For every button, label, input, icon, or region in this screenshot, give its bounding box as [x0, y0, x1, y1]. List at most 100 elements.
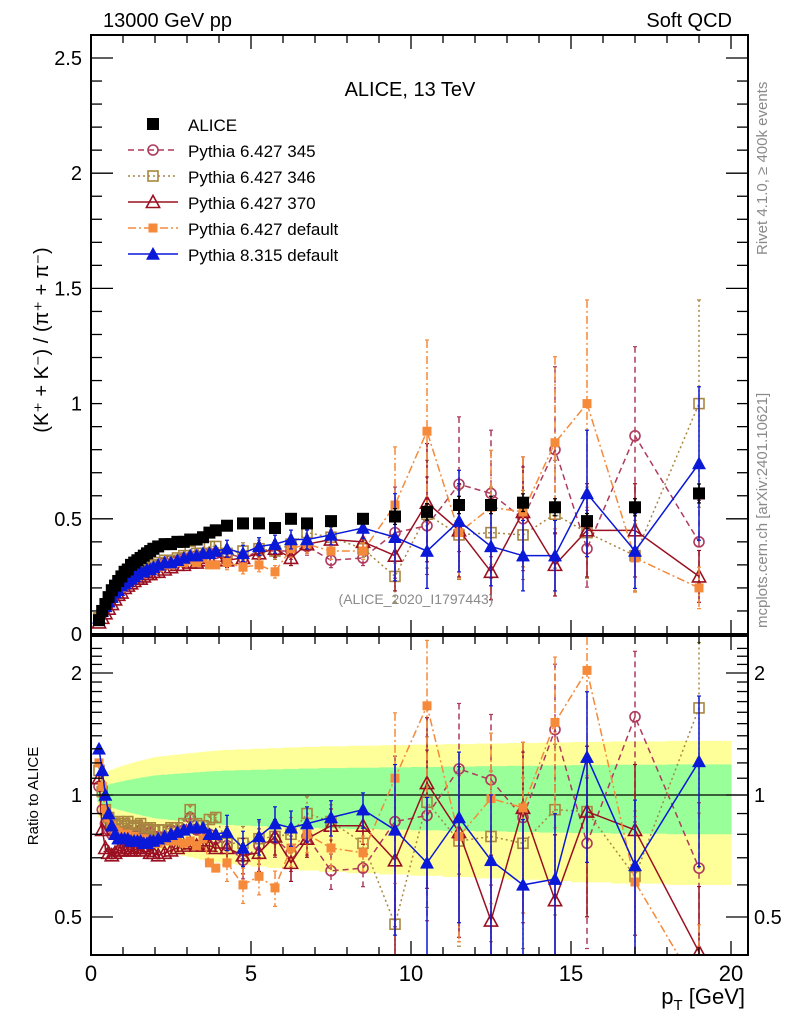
ratio-tick-label-left: 1	[71, 785, 82, 807]
data-point-pythia-8-315-default	[627, 543, 643, 557]
ratio-point-pythia-6-427-default	[422, 701, 432, 711]
y-tick-label: 2.5	[54, 48, 82, 70]
ratio-point-pythia-8-315-default	[267, 816, 283, 830]
data-point-pythia-6-427-370	[283, 549, 299, 565]
stat-uncertainty-band	[139, 777, 143, 816]
ratio-tick-label-left: 2	[71, 663, 82, 685]
ratio-point-pythia-6-427-default	[238, 880, 248, 890]
data-point-pythia-8-315-default	[547, 548, 563, 562]
ratio-tick-label-right: 0.5	[754, 907, 782, 929]
stat-uncertainty-band	[267, 769, 284, 827]
stat-uncertainty-band	[167, 774, 175, 820]
stat-uncertainty-band	[221, 770, 236, 825]
data-point-alice	[209, 524, 222, 537]
legend-marker-pythia-8-315-default	[145, 246, 161, 260]
ratio-point-pythia-6-427-default	[97, 781, 107, 791]
x-tick-label: 20	[719, 961, 743, 986]
ratio-point-pythia-8-315-default	[627, 858, 643, 872]
stat-uncertainty-band	[199, 771, 207, 824]
data-point-alice	[629, 501, 641, 514]
y-tick-label: 1	[71, 394, 82, 416]
data-point-pythia-8-315-default	[579, 486, 595, 500]
ratio-point-pythia-6-427-default	[582, 665, 592, 675]
stat-uncertainty-band	[145, 776, 150, 817]
main-frame	[90, 34, 749, 635]
ratio-ylabel: Ratio to ALICE	[25, 747, 42, 845]
stat-uncertainty-band	[174, 773, 182, 821]
data-point-pythia-6-427-default	[582, 399, 592, 409]
ratio-point-pythia-8-315-default	[547, 872, 563, 885]
data-point-pythia-8-315-default	[219, 541, 235, 555]
ratio-point-pythia-8-315-default	[579, 750, 595, 763]
ratio-tick-label-right: 2	[754, 663, 765, 685]
data-point-alice	[581, 515, 593, 528]
ratio-point-pythia-6-427-default	[172, 836, 182, 846]
data-point-pythia-6-427-default	[204, 560, 214, 570]
data-point-pythia-8-315-default	[451, 513, 467, 527]
ratio-tick-label-right: 1	[754, 785, 765, 807]
ratio-point-pythia-6-427-370	[156, 844, 173, 860]
legend-label-pythia-6-427-370: Pythia 6.427 370	[188, 194, 316, 213]
stat-uncertainty-band	[180, 773, 188, 822]
data-point-pythia-8-315-default	[267, 537, 283, 550]
data-point-pythia-6-427-default	[358, 546, 368, 556]
stat-uncertainty-band	[148, 776, 153, 818]
data-point-pythia-8-315-default	[251, 539, 267, 553]
y-tick-label: 0.5	[54, 509, 82, 531]
x-axis-label-unit: [GeV]	[683, 984, 745, 1009]
data-point-pythia-6-427-default	[192, 558, 202, 568]
ratio-point-pythia-6-427-default	[211, 863, 221, 873]
ratio-point-pythia-6-427-default	[166, 836, 176, 846]
ratio-point-pythia-6-427-default	[185, 836, 195, 846]
ratio-point-pythia-6-427-default	[326, 843, 336, 853]
ratio-point-pythia-6-427-default	[286, 843, 296, 853]
data-point-pythia-8-315-default	[235, 546, 251, 560]
ratio-point-pythia-8-315-default	[195, 820, 211, 834]
data-point-pythia-8-315-default	[691, 456, 707, 470]
ratio-data	[91, 636, 707, 955]
data-point-pythia-6-427-default	[422, 426, 432, 436]
legend-label-pythia-6-427-345: Pythia 6.427 345	[188, 142, 316, 161]
ratio-point-pythia-6-427-345	[629, 710, 641, 723]
legend-marker-alice	[147, 118, 159, 130]
main-data	[91, 299, 707, 629]
data-point-pythia-8-315-default	[283, 532, 299, 546]
y-tick-label: 2	[71, 163, 82, 185]
ratio-point-pythia-6-427-default	[179, 838, 189, 848]
stat-uncertainty-band	[251, 769, 268, 827]
ratio-panel: 0.5 0.5 1 1 2 2 Ratio to ALICE	[25, 635, 782, 956]
x-axis-label: pT [GeV]	[661, 984, 745, 1014]
stat-uncertainty-band	[283, 768, 300, 828]
ratio-point-pythia-6-427-default	[100, 805, 110, 815]
main-ylabel: (K⁺ + K⁻) / (π⁺ + π⁻)	[31, 247, 53, 432]
data-point-alice	[485, 498, 497, 511]
stat-uncertainty-band	[142, 777, 146, 816]
ratio-point-pythia-6-427-370	[355, 817, 371, 832]
ratio-point-pythia-6-427-default	[222, 858, 232, 868]
legend-marker-pythia-6-427-346	[147, 170, 159, 182]
legend-marker-pythia-6-427-default	[148, 223, 158, 233]
main-ticks: 0 0.5 1 1.5 2 2.5	[54, 35, 748, 646]
data-point-alice	[93, 614, 105, 627]
data-point-alice	[285, 512, 297, 525]
stat-uncertainty-band	[116, 782, 121, 810]
stat-uncertainty-band	[151, 775, 157, 818]
data-point-alice	[237, 517, 249, 530]
data-point-pythia-8-315-default	[515, 548, 531, 562]
data-point-pythia-8-315-default	[483, 539, 499, 553]
ratio-point-pythia-6-427-346	[210, 811, 222, 824]
data-point-pythia-8-315-default	[419, 543, 435, 557]
stat-uncertainty-band	[129, 779, 134, 813]
ratio-point-pythia-6-427-346	[184, 803, 196, 816]
stat-uncertainty-band	[235, 770, 252, 826]
ratio-point-pythia-6-427-default	[198, 834, 208, 844]
ratio-point-pythia-6-427-default	[254, 871, 264, 881]
ratio-frame	[90, 635, 749, 956]
header-left: 13000 GeV pp	[103, 10, 232, 32]
ratio-point-pythia-6-427-370	[150, 847, 167, 862]
stat-uncertainty-band	[193, 772, 201, 823]
ratio-point-pythia-6-427-346	[203, 813, 216, 826]
legend-label-pythia-8-315-default: Pythia 8.315 default	[188, 246, 339, 265]
legend-marker-pythia-6-427-345	[147, 144, 159, 156]
legend: ALICE Pythia 6.427 345 Pythia 6.427 346 Pyt…	[128, 116, 339, 265]
